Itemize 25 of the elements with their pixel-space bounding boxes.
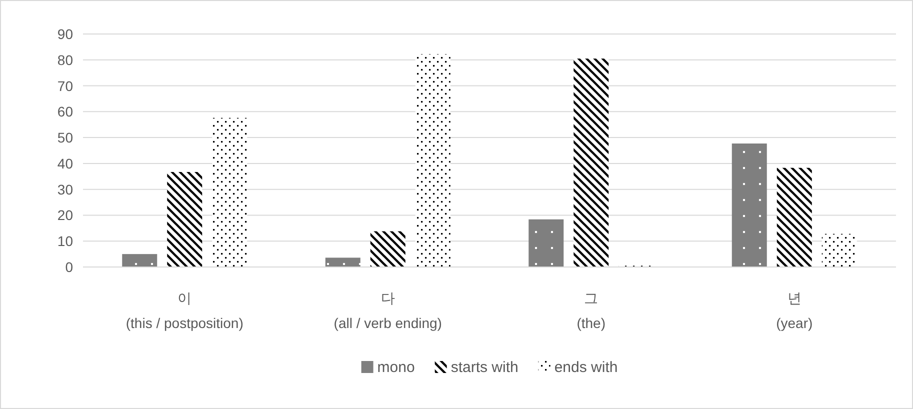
bar (528, 219, 564, 267)
y-tick-label: 20 (57, 207, 74, 224)
y-tick-label: 60 (57, 104, 74, 120)
bar (370, 231, 406, 267)
bar (325, 258, 360, 267)
y-tick-label: 90 (57, 26, 74, 42)
y-tick-label: 70 (57, 78, 74, 94)
bar (574, 58, 609, 267)
bar (122, 254, 158, 267)
y-tick-label: 30 (57, 181, 74, 198)
y-tick-label: 80 (57, 52, 74, 68)
legend-label: mono (377, 359, 415, 376)
y-tick-label: 0 (65, 259, 74, 275)
y-tick-label: 40 (57, 155, 74, 172)
x-tick-label: 이 (this / postposition) (126, 290, 244, 331)
legend-label: ends with (554, 359, 618, 376)
bar (732, 144, 767, 267)
y-tick-label: 50 (57, 130, 74, 146)
legend-label: starts with (450, 359, 518, 376)
x-tick-label: 그 (the) (576, 290, 606, 331)
bar (776, 168, 812, 267)
y-tick-label: 10 (57, 233, 74, 250)
x-tick-label: 다 (all / verb ending) (334, 290, 442, 331)
bar (167, 172, 202, 267)
x-tick-label: 년 (year) (776, 290, 813, 331)
